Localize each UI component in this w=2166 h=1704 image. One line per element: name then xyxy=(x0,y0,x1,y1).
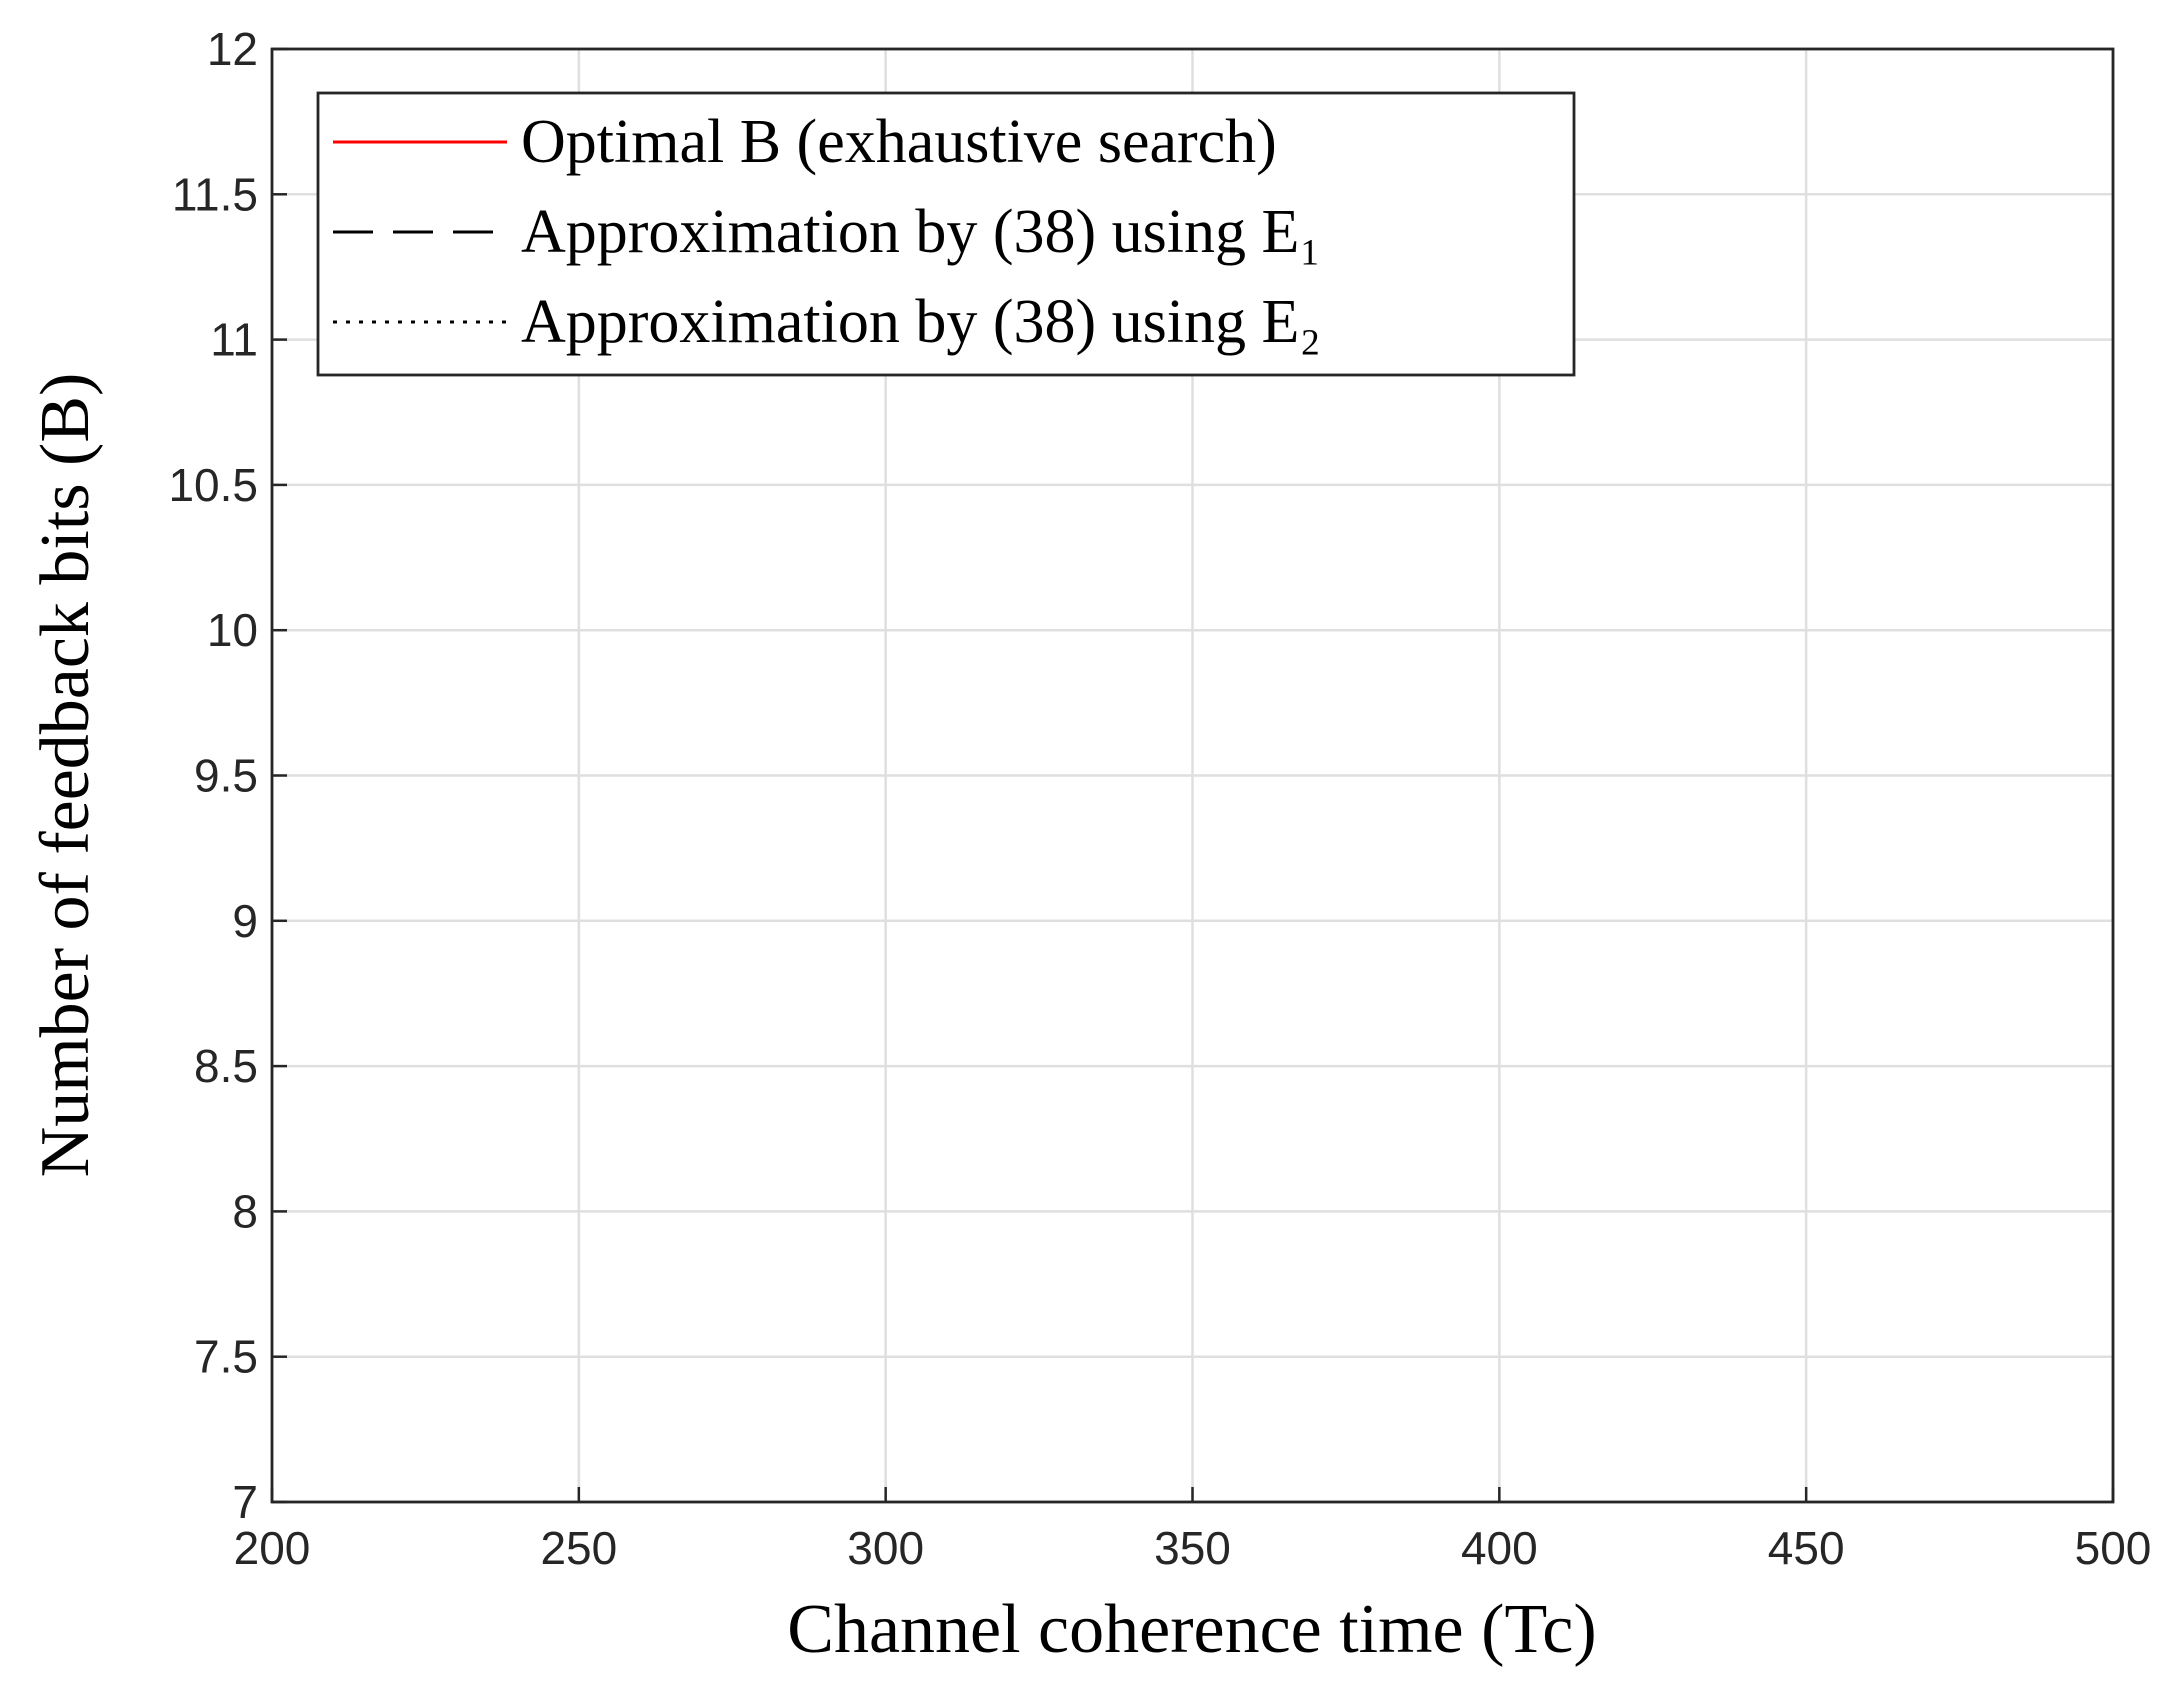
legend-box xyxy=(316,91,1576,377)
legend-label: Approximation by (38) using E₁ xyxy=(521,198,1321,266)
x-tick-label: 200 xyxy=(234,1522,311,1574)
y-tick-label: 7.5 xyxy=(194,1331,258,1383)
x-tick-label: 350 xyxy=(1154,1522,1231,1574)
y-tick-label: 11 xyxy=(210,314,258,366)
x-tick-label: 500 xyxy=(2075,1522,2152,1574)
legend-label: Approximation by (38) using E₂ xyxy=(521,288,1321,356)
y-tick-label: 10.5 xyxy=(168,459,258,511)
y-tick-label: 7 xyxy=(232,1476,258,1528)
x-tick-label: 400 xyxy=(1461,1522,1538,1574)
x-tick-label: 250 xyxy=(540,1522,617,1574)
plot-frame xyxy=(270,47,2115,1504)
x-tick-label: 300 xyxy=(847,1522,924,1574)
y-tick-label: 9 xyxy=(232,895,258,947)
y-tick-label: 9.5 xyxy=(194,750,258,802)
legend-label: Optimal B (exhaustive search) xyxy=(521,108,1277,176)
x-tick-label: 450 xyxy=(1768,1522,1845,1574)
y-tick-label: 12 xyxy=(207,23,258,75)
y-tick-label: 10 xyxy=(207,604,258,656)
y-tick-label: 8 xyxy=(232,1185,258,1237)
y-tick-label: 11.5 xyxy=(172,168,258,220)
y-axis-label: Number of feedback bits (B) xyxy=(27,373,104,1178)
y-tick-label: 8.5 xyxy=(194,1040,258,1092)
x-axis-label: Channel coherence time (Tc) xyxy=(787,1591,1596,1668)
